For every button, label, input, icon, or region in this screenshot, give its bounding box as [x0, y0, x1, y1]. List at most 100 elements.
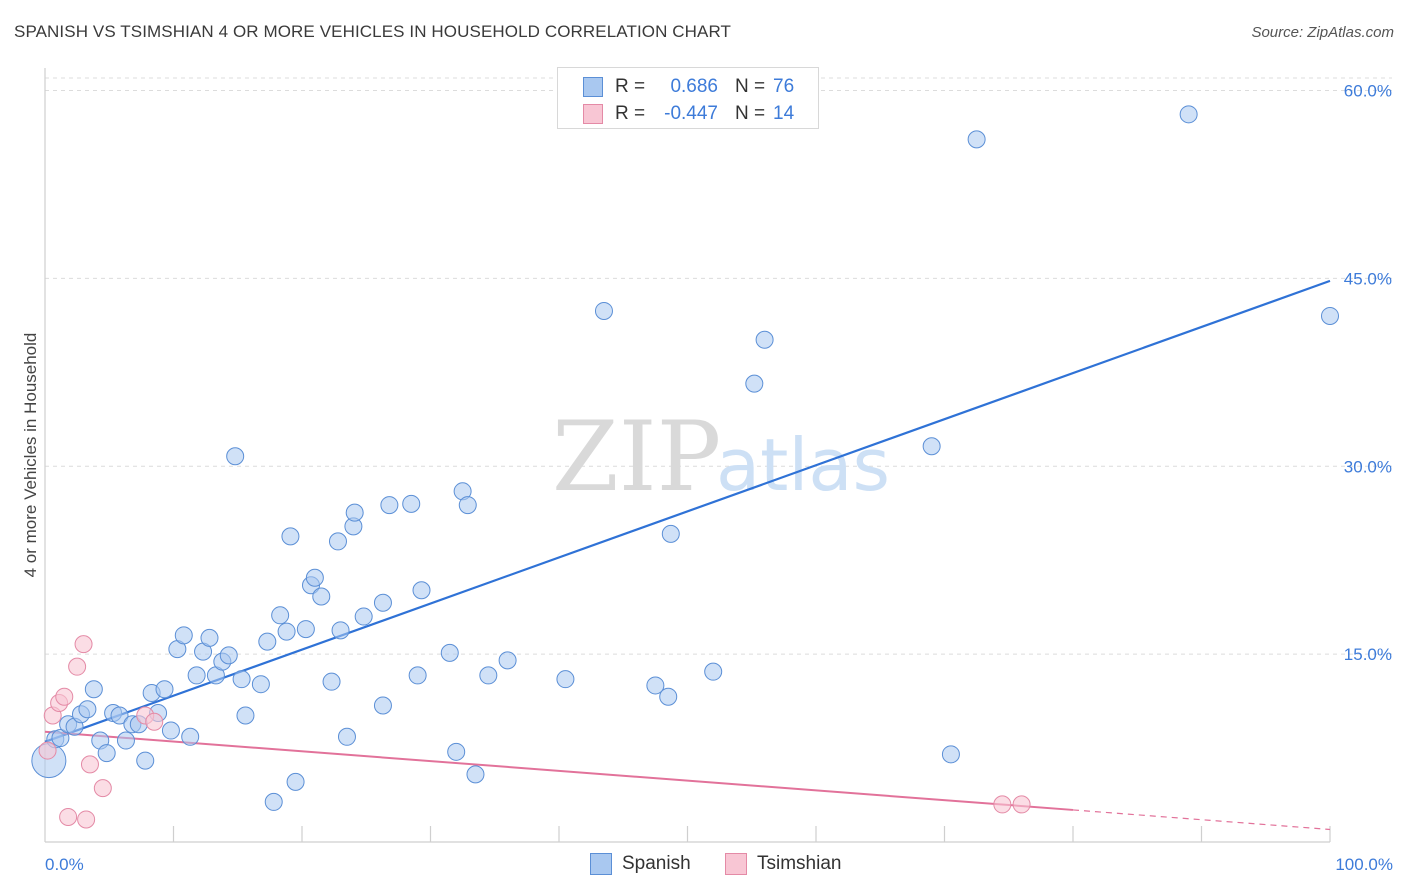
- trend-line-spanish: [44, 279, 1331, 743]
- n-label: N =: [735, 76, 766, 97]
- spanish-point: [116, 731, 135, 750]
- trend-line-tsimshian-extension: [1072, 809, 1331, 831]
- spanish-point: [331, 621, 350, 640]
- spanish-point: [440, 643, 459, 662]
- spanish-point: [181, 727, 200, 746]
- tsimshian-point: [38, 741, 57, 760]
- spanish-point: [373, 593, 392, 612]
- x-tick-label: 100.0%: [1335, 855, 1393, 874]
- spanish-point: [922, 437, 941, 456]
- spanish-point: [51, 729, 70, 748]
- grid-lines: [45, 77, 1392, 655]
- source-label: Source: ZipAtlas.com: [1251, 24, 1394, 41]
- y-tick-label: 30.0%: [1344, 457, 1392, 476]
- spanish-point: [447, 742, 466, 761]
- spanish-point: [345, 503, 364, 522]
- watermark-zip: ZIP: [552, 401, 721, 513]
- stats-row-spanish: R = 0.686 N = 76: [558, 74, 818, 100]
- spanish-point: [1179, 105, 1198, 124]
- spanish-point: [258, 632, 277, 651]
- trend-lines: [44, 279, 1331, 831]
- spanish-point: [155, 680, 174, 699]
- spanish-point: [236, 706, 255, 725]
- r-label: R =: [615, 103, 646, 124]
- y-tick-label: 60.0%: [1344, 82, 1392, 101]
- spanish-swatch: [583, 77, 603, 97]
- spanish-point: [322, 672, 341, 691]
- trend-line-tsimshian: [44, 730, 1074, 811]
- spanish-point: [704, 662, 723, 681]
- spanish-point: [97, 744, 116, 763]
- spanish-point: [286, 772, 305, 791]
- spanish-point: [594, 301, 613, 320]
- tsimshian-point: [93, 779, 112, 798]
- legend-label: Spanish: [622, 853, 691, 874]
- n-value: 76: [773, 76, 795, 97]
- spanish-point: [264, 792, 283, 811]
- tick-labels: 15.0% 30.0% 45.0% 60.0% 0.0% 100.0%: [45, 82, 1393, 874]
- spanish-point: [967, 130, 986, 149]
- spanish-point: [380, 496, 399, 515]
- y-axis-label: 4 or more Vehicles in Household: [21, 333, 40, 578]
- tsimshian-point: [77, 810, 96, 829]
- tsimshian-legend-swatch: [725, 853, 747, 875]
- spanish-point: [408, 666, 427, 685]
- tsimshian-point: [993, 795, 1012, 814]
- legend-label: Tsimshian: [757, 853, 842, 874]
- n-label: N =: [735, 103, 766, 124]
- spanish-point: [412, 581, 431, 600]
- spanish-point: [941, 745, 960, 764]
- tsimshian-point: [80, 755, 99, 774]
- data-points: [31, 105, 1339, 829]
- tsimshian-point: [68, 657, 87, 676]
- spanish-point: [232, 670, 251, 689]
- r-value: 0.686: [670, 76, 718, 97]
- tsimshian-swatch: [583, 104, 603, 124]
- watermark-atlas: atlas: [716, 423, 890, 507]
- spanish-point: [78, 700, 97, 719]
- spanish-point: [187, 666, 206, 685]
- spanish-point: [755, 330, 774, 349]
- spanish-point: [161, 721, 180, 740]
- stats-box: R = 0.686 N = 76 R = -0.447 N = 14: [557, 67, 819, 129]
- tsimshian-point: [74, 635, 93, 654]
- stats-row-tsimshian: R = -0.447 N = 14: [558, 101, 818, 127]
- spanish-point: [745, 374, 764, 393]
- spanish-point: [498, 651, 517, 670]
- tsimshian-point: [59, 807, 78, 826]
- spanish-point: [354, 607, 373, 626]
- spanish-point: [646, 676, 665, 695]
- chart-title: SPANISH VS TSIMSHIAN 4 OR MORE VEHICLES …: [14, 22, 732, 41]
- spanish-legend-swatch: [590, 853, 612, 875]
- spanish-point: [479, 666, 498, 685]
- spanish-point: [458, 496, 477, 515]
- legend: Spanish Tsimshian: [0, 852, 1406, 878]
- spanish-point: [281, 527, 300, 546]
- spanish-point: [84, 680, 103, 699]
- r-label: R =: [615, 76, 646, 97]
- tsimshian-point: [145, 712, 164, 731]
- tsimshian-point: [1012, 795, 1031, 814]
- spanish-point: [226, 447, 245, 466]
- spanish-point: [373, 696, 392, 715]
- spanish-point: [556, 670, 575, 689]
- spanish-point: [136, 751, 155, 770]
- spanish-point: [659, 687, 678, 706]
- spanish-point: [296, 620, 315, 639]
- n-value: 14: [773, 103, 795, 124]
- spanish-point: [271, 606, 290, 625]
- spanish-point: [174, 626, 193, 645]
- tsimshian-point: [55, 687, 74, 706]
- spanish-point: [251, 675, 270, 694]
- y-tick-label: 15.0%: [1344, 645, 1392, 664]
- spanish-point: [402, 494, 421, 513]
- spanish-point: [661, 524, 680, 543]
- spanish-point: [219, 646, 238, 665]
- spanish-point: [328, 532, 347, 551]
- spanish-point: [277, 622, 296, 641]
- spanish-point: [200, 628, 219, 647]
- spanish-point: [1321, 306, 1339, 325]
- spanish-point: [337, 727, 356, 746]
- spanish-point: [110, 706, 129, 725]
